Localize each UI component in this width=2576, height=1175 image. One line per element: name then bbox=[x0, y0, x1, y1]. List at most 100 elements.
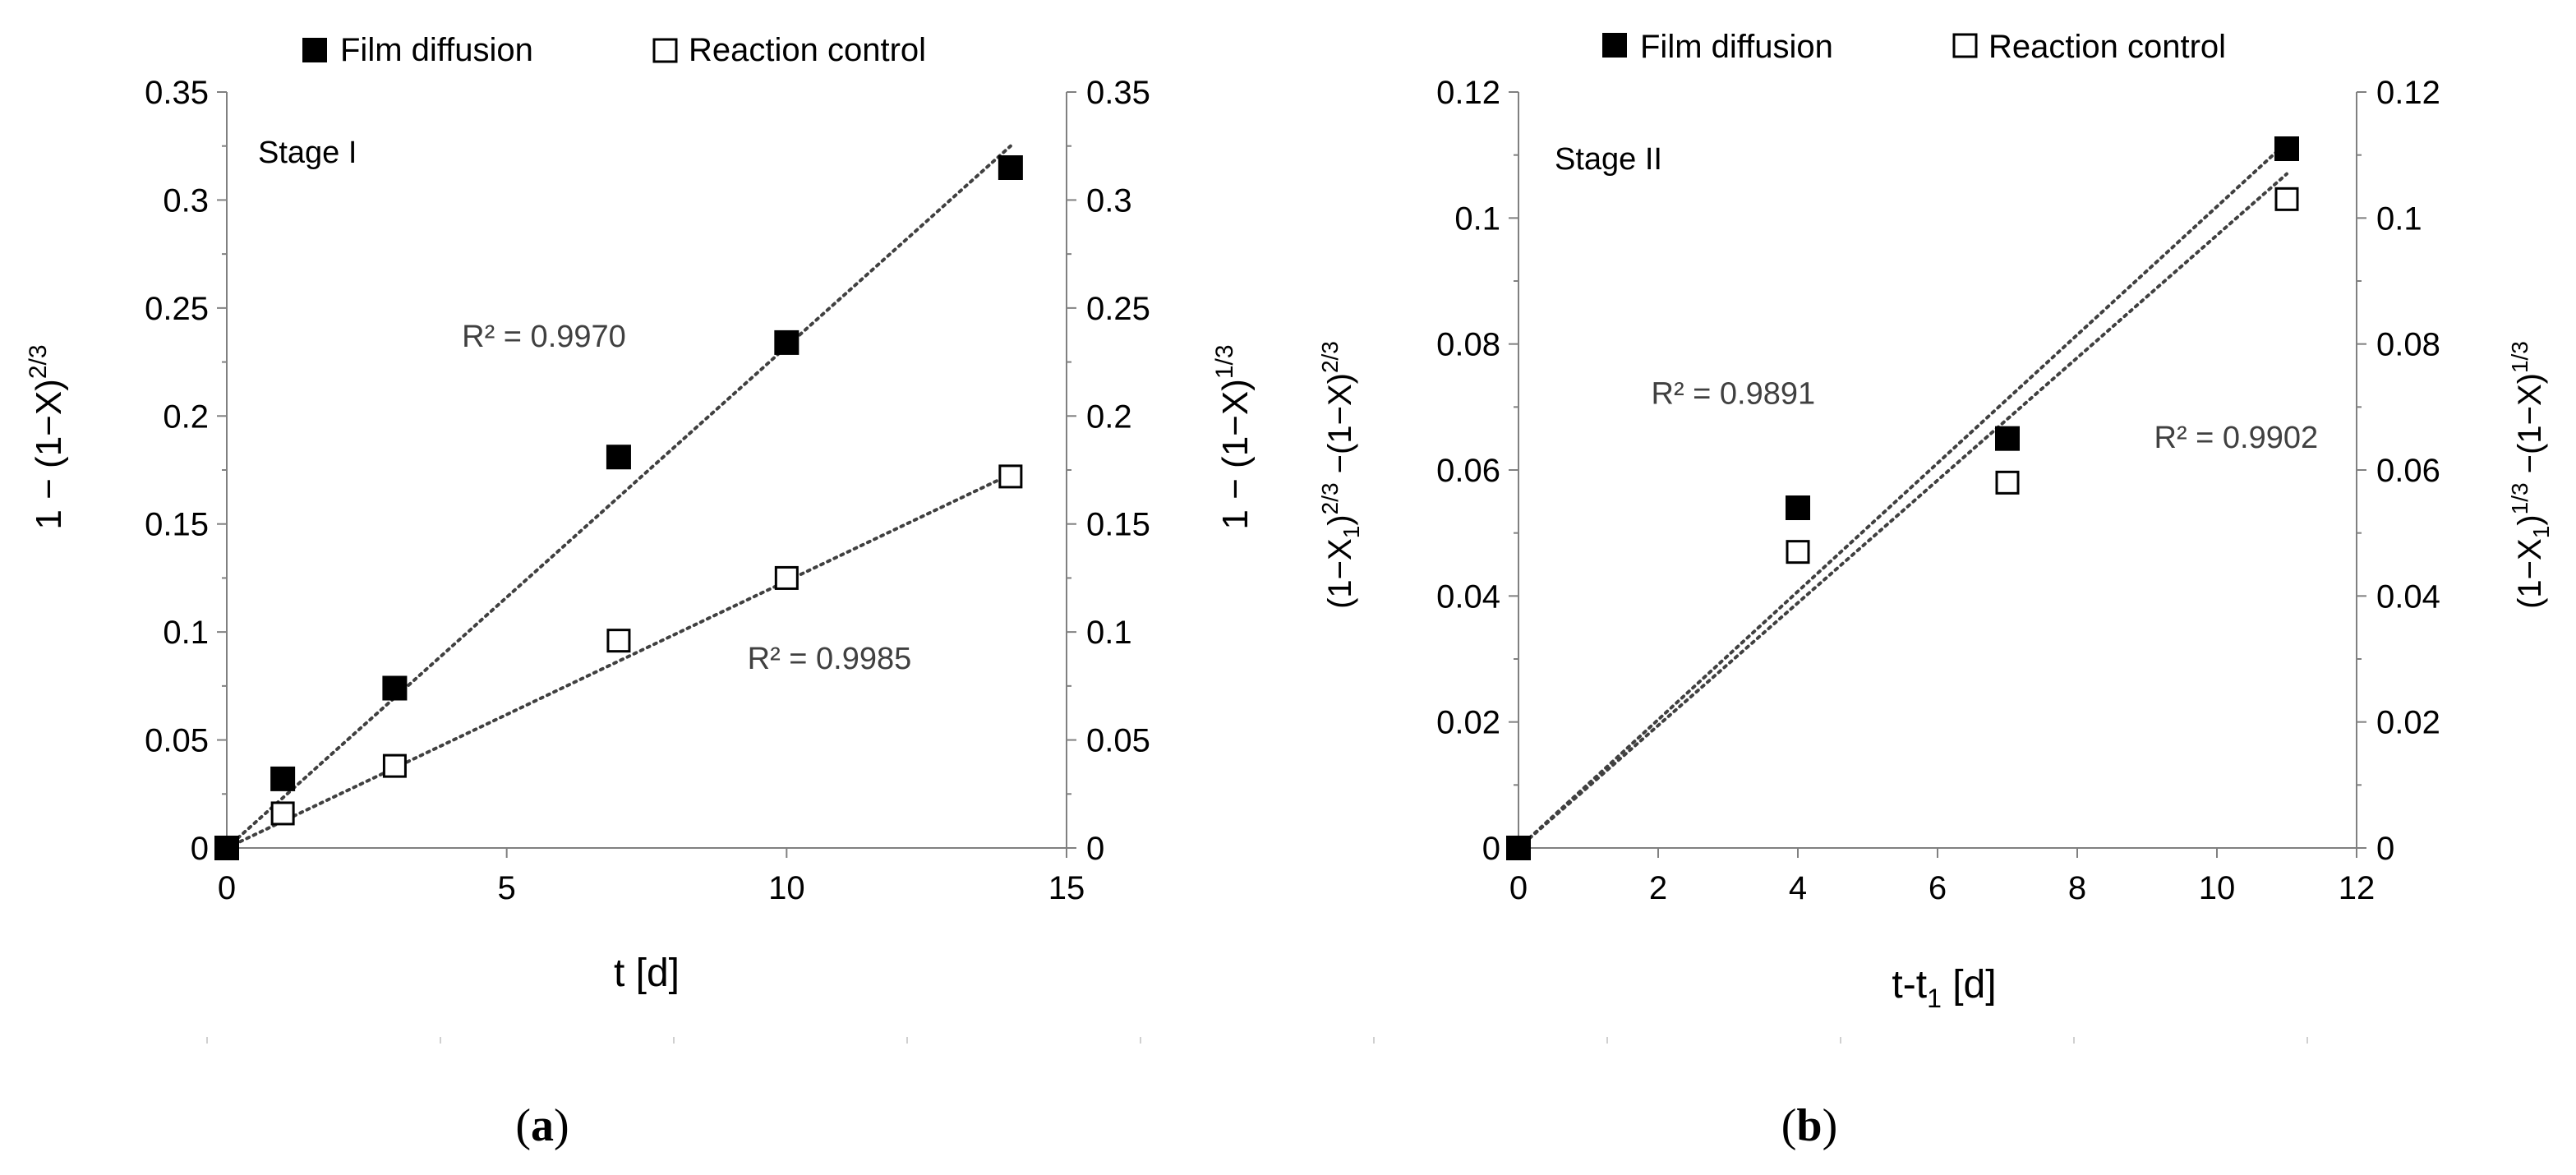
a-right-ytick-label: 0.15 bbox=[1086, 507, 1150, 543]
a-point-reaction bbox=[382, 753, 407, 778]
b-trendline-reaction bbox=[1517, 172, 2288, 850]
a-point-reaction bbox=[998, 464, 1023, 489]
a-right-ytick-label: 0.35 bbox=[1086, 75, 1150, 111]
a-left-ytick-label: 0.1 bbox=[163, 615, 209, 651]
a-left-ytick-label: 0.35 bbox=[145, 75, 209, 111]
b-x-axis-title: t-t1 [d] bbox=[1892, 963, 1996, 1013]
legend-a-reaction-label: Reaction control bbox=[689, 32, 926, 68]
b-trendlines bbox=[1517, 141, 2288, 850]
b-xtick-label: 8 bbox=[2068, 870, 2086, 906]
b-xtick-label: 12 bbox=[2339, 870, 2376, 906]
a-trendline-reaction bbox=[225, 472, 1012, 850]
legend-b-reaction-marker bbox=[1952, 33, 1978, 58]
a-left-ytick-label: 0.2 bbox=[163, 399, 209, 435]
a-point-origin bbox=[214, 836, 239, 860]
b-point-reaction bbox=[1786, 540, 1810, 564]
panel-a: Film diffusion Reaction control 0 00.05 0.… bbox=[25, 32, 1256, 1151]
legend-b-film-label: Film diffusion bbox=[1640, 29, 1833, 65]
b-left-ytick-label: 0.06 bbox=[1436, 453, 1500, 489]
a-left-ytick-label: 0 bbox=[191, 831, 209, 867]
a-left-ytick-label: 0.25 bbox=[145, 291, 209, 327]
b-right-ytick-label: 0.08 bbox=[2376, 327, 2440, 363]
legend-a: Film diffusion Reaction control bbox=[302, 32, 926, 68]
a-data-points bbox=[214, 155, 1023, 860]
b-right-ytick-label: 0.1 bbox=[2376, 200, 2422, 237]
b-right-ytick-label: 0.06 bbox=[2376, 453, 2440, 489]
legend-a-film-marker bbox=[302, 38, 327, 62]
b-point-origin bbox=[1506, 836, 1531, 860]
panel-b: Film diffusion Reaction control 0 00.02 0.… bbox=[1317, 29, 2554, 1151]
b-xtick-label: 4 bbox=[1789, 870, 1807, 906]
b-point-reaction bbox=[1995, 470, 2020, 495]
a-point-reaction bbox=[270, 801, 295, 826]
b-right-ytick-label: 0.02 bbox=[2376, 705, 2440, 741]
legend-a-film-label: Film diffusion bbox=[340, 32, 533, 68]
b-trendline-film bbox=[1517, 141, 2288, 850]
panel-b-letter: b bbox=[1796, 1100, 1822, 1151]
a-right-ytick-label: 0.05 bbox=[1086, 723, 1150, 759]
panel-a-letter: a bbox=[531, 1100, 554, 1151]
b-r2-label-reaction: R² = 0.9902 bbox=[2154, 421, 2319, 455]
a-right-ytick-label: 0.2 bbox=[1086, 399, 1132, 435]
a-point-film bbox=[270, 766, 296, 791]
b-xtick-label: 6 bbox=[1929, 870, 1947, 906]
b-r2-labels: R² = 0.9891 R² = 0.9902 bbox=[1652, 377, 2319, 456]
a-point-film bbox=[382, 675, 408, 701]
a-right-ytick-label: 0.1 bbox=[1086, 615, 1132, 651]
b-xtick-label: 0 bbox=[1509, 870, 1528, 906]
a-left-ytick-label: 0.3 bbox=[163, 182, 209, 219]
a-ticks: 0 00.05 0.050.1 0.10.15 0.150.2 0.20.25 0.250.… bbox=[145, 75, 1150, 906]
legend-a-reaction-marker bbox=[652, 38, 678, 63]
b-right-ytick-label: 0 bbox=[2376, 831, 2394, 867]
b-data-points bbox=[1506, 136, 2299, 860]
b-r2-label-film: R² = 0.9891 bbox=[1652, 377, 1816, 412]
b-xtick-label: 2 bbox=[1649, 870, 1667, 906]
b-ticks: 0 00.02 0.020.04 0.040.06 0.060.08 0.080.1 0.1… bbox=[1436, 75, 2440, 906]
b-left-ytick-label: 0 bbox=[1482, 831, 1500, 867]
b-right-axis-title: (1−X1)1/3 −(1−X)1/3 bbox=[2507, 341, 2554, 609]
a-trendline-film bbox=[225, 144, 1012, 850]
a-x-axis-title: t [d] bbox=[614, 952, 680, 995]
b-left-ytick-label: 0.02 bbox=[1436, 705, 1500, 741]
b-stage-annotation: Stage II bbox=[1555, 142, 1662, 177]
legend-b: Film diffusion Reaction control bbox=[1602, 29, 2226, 65]
a-xtick-label: 10 bbox=[768, 870, 805, 906]
b-point-film bbox=[1995, 426, 2020, 451]
panel-a-label: (a) bbox=[515, 1100, 569, 1151]
b-point-film bbox=[2274, 136, 2299, 161]
a-right-ytick-label: 0.3 bbox=[1086, 182, 1132, 219]
b-left-ytick-label: 0.08 bbox=[1436, 327, 1500, 363]
a-left-ytick-label: 0.05 bbox=[145, 723, 209, 759]
a-point-film bbox=[774, 329, 800, 355]
b-left-axis-title: (1−X1)2/3 −(1−X)2/3 bbox=[1317, 341, 1364, 609]
panel-b-label: (b) bbox=[1781, 1100, 1837, 1151]
b-right-ytick-label: 0.04 bbox=[2376, 578, 2440, 615]
a-right-ytick-label: 0.25 bbox=[1086, 291, 1150, 327]
b-left-ytick-label: 0.04 bbox=[1436, 578, 1500, 615]
a-left-ytick-label: 0.15 bbox=[145, 507, 209, 543]
a-xtick-label: 0 bbox=[218, 870, 236, 906]
a-xtick-label: 5 bbox=[498, 870, 516, 906]
b-point-film bbox=[1786, 495, 1810, 520]
legend-b-reaction-label: Reaction control bbox=[1988, 29, 2226, 65]
a-r2-label-reaction: R² = 0.9985 bbox=[748, 642, 912, 676]
a-stage-annotation: Stage I bbox=[258, 136, 357, 170]
legend-b-film-marker bbox=[1602, 33, 1627, 58]
a-right-axis-title: 1 − (1−X)1/3 bbox=[1211, 344, 1256, 529]
a-r2-label-film: R² = 0.9970 bbox=[462, 320, 626, 354]
b-left-ytick-label: 0.12 bbox=[1436, 75, 1500, 111]
b-right-ytick-label: 0.12 bbox=[2376, 75, 2440, 111]
b-xtick-label: 10 bbox=[2199, 870, 2236, 906]
a-trendlines bbox=[225, 144, 1012, 850]
b-left-ytick-label: 0.1 bbox=[1454, 200, 1500, 237]
a-right-ytick-label: 0 bbox=[1086, 831, 1104, 867]
b-point-reaction bbox=[2274, 187, 2299, 211]
a-r2-labels: R² = 0.9970 R² = 0.9985 bbox=[462, 320, 911, 676]
a-point-film bbox=[998, 155, 1023, 180]
a-point-film bbox=[606, 445, 631, 470]
separator-marks bbox=[206, 1037, 2308, 1044]
a-point-reaction bbox=[606, 629, 631, 653]
a-left-axis-title: 1 − (1−X)2/3 bbox=[25, 344, 69, 529]
a-xtick-label: 15 bbox=[1048, 870, 1085, 906]
